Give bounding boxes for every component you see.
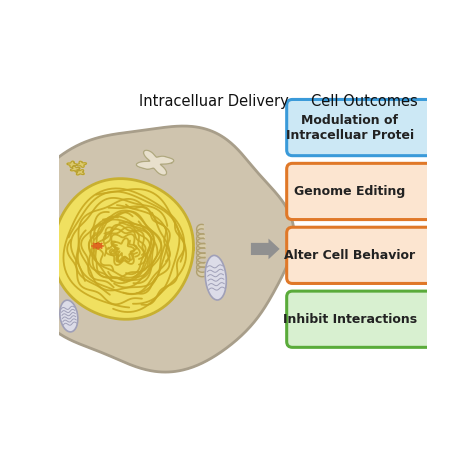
FancyBboxPatch shape	[287, 227, 442, 283]
Polygon shape	[76, 170, 84, 175]
FancyBboxPatch shape	[287, 164, 442, 219]
Polygon shape	[71, 166, 80, 172]
Polygon shape	[77, 161, 86, 167]
Ellipse shape	[93, 243, 101, 248]
Polygon shape	[67, 161, 77, 167]
FancyBboxPatch shape	[287, 291, 442, 347]
Ellipse shape	[60, 300, 78, 332]
Text: Alter Cell Behavior: Alter Cell Behavior	[284, 249, 416, 262]
Ellipse shape	[205, 255, 226, 300]
FancyBboxPatch shape	[287, 100, 442, 155]
Polygon shape	[22, 126, 294, 372]
Polygon shape	[53, 179, 193, 319]
Text: Modulation of
Intracelluar Protei: Modulation of Intracelluar Protei	[286, 114, 414, 142]
Polygon shape	[137, 150, 174, 175]
Text: Genome Editing: Genome Editing	[294, 185, 406, 198]
Text: Intracelluar Delivery: Intracelluar Delivery	[139, 94, 289, 109]
Text: Inhibit Interactions: Inhibit Interactions	[283, 313, 417, 326]
FancyArrow shape	[251, 238, 280, 259]
Text: Cell Outcomes: Cell Outcomes	[311, 94, 418, 109]
